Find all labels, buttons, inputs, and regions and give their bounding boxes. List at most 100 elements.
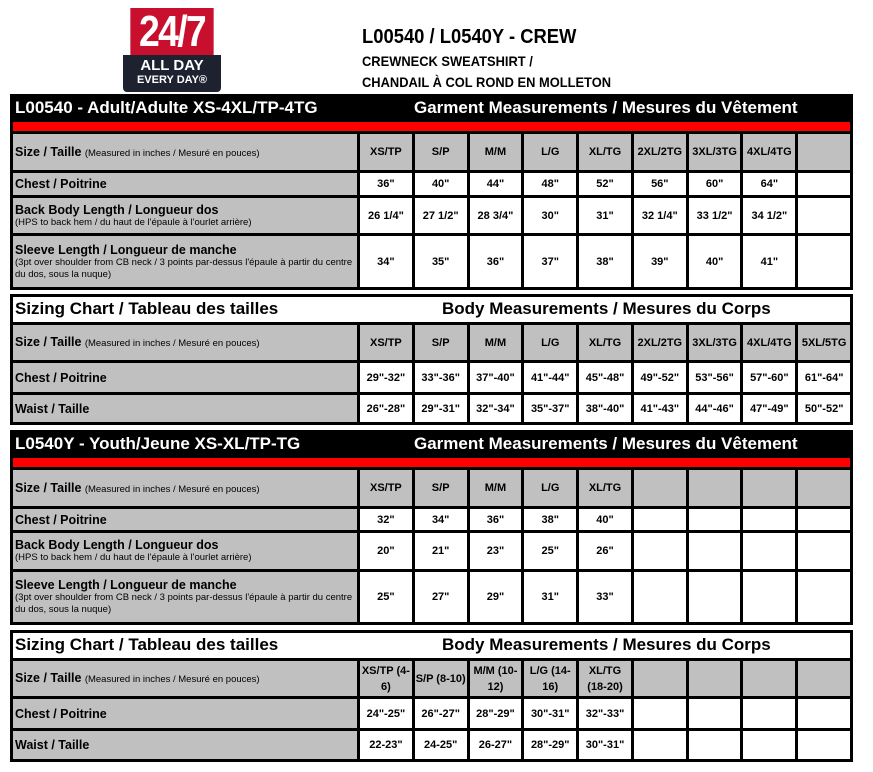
measurement-cell bbox=[743, 699, 796, 728]
row-label: Size / Taille (Measured in inches / Mesu… bbox=[13, 325, 357, 360]
measurement-cell: 35"-37" bbox=[524, 395, 577, 422]
measurement-cell: 38"-40" bbox=[579, 395, 631, 422]
label-title: Chest / Poitrine bbox=[15, 177, 107, 191]
table-title-left: L00540 - Adult/Adulte XS-4XL/TP-4TG bbox=[15, 98, 318, 117]
label-title: Sleeve Length / Longueur de manche bbox=[15, 242, 237, 257]
table-body: Size / Taille (Measured in inches / Mesu… bbox=[10, 322, 853, 425]
measurement-cell: 20" bbox=[360, 533, 412, 569]
measurement-cell bbox=[743, 731, 796, 759]
measurement-cell: 31" bbox=[579, 198, 631, 233]
measurement-cell: 25" bbox=[524, 533, 577, 569]
measurement-cell: 32"-33" bbox=[579, 699, 631, 728]
table-title-right: Body Measurements / Mesures du Corps bbox=[442, 635, 771, 654]
size-column-header bbox=[633, 470, 686, 506]
size-column-header: XL/TG bbox=[579, 470, 631, 506]
measurement-cell bbox=[798, 173, 851, 195]
label-line: Size / Taille (Measured in inches / Mesu… bbox=[15, 145, 357, 160]
measurement-cell: 40" bbox=[579, 509, 631, 530]
table-body: Size / Taille (Measured in inches / Mesu… bbox=[10, 658, 853, 762]
measurement-cell: 33"-36" bbox=[414, 363, 467, 392]
red-stripe bbox=[10, 458, 853, 467]
measurement-cell: 40" bbox=[688, 236, 741, 287]
measurement-cell: 52" bbox=[579, 173, 631, 195]
size-column-header: 3XL/3TG bbox=[688, 134, 741, 170]
size-column-header bbox=[798, 470, 851, 506]
measurement-cell: 26"-27" bbox=[414, 699, 467, 728]
table-title-right: Garment Measurements / Mesures du Vêteme… bbox=[414, 434, 798, 453]
measurement-cell: 37" bbox=[524, 236, 577, 287]
measurement-cell: 32 1/4" bbox=[633, 198, 686, 233]
label-title: Size / Taille bbox=[15, 335, 82, 349]
measurement-cell bbox=[688, 731, 741, 759]
measurement-cell: 41"-43" bbox=[633, 395, 686, 422]
label-title: Size / Taille bbox=[15, 671, 82, 685]
label-title: Sleeve Length / Longueur de manche bbox=[15, 578, 237, 592]
measurement-cell: 29"-31" bbox=[414, 395, 467, 422]
size-column-header: 4XL/4TG bbox=[743, 134, 796, 170]
table-row: Back Body Length / Longueur dos (HPS to b… bbox=[13, 533, 851, 569]
label-title: Chest / Poitrine bbox=[15, 370, 107, 385]
size-header-row: Size / Taille (Measured in inches / Mesu… bbox=[13, 134, 851, 170]
label-note: (3pt over shoulder from CB neck / 3 poin… bbox=[15, 256, 353, 280]
measurement-cell bbox=[798, 533, 851, 569]
size-header-row: Size / Taille (Measured in inches / Mesu… bbox=[13, 325, 851, 360]
table-row: Back Body Length / Longueur dos (HPS to b… bbox=[13, 198, 851, 233]
measurement-cell: 37"-40" bbox=[469, 363, 522, 392]
measurement-cell: 34" bbox=[360, 236, 412, 287]
measurement-cell bbox=[633, 509, 686, 530]
measurement-cell: 23" bbox=[469, 533, 522, 569]
row-label: Back Body Length / Longueur dos (HPS to b… bbox=[13, 198, 357, 233]
row-label: Back Body Length / Longueur dos (HPS to b… bbox=[13, 533, 357, 569]
measurement-cell: 44"-46" bbox=[688, 395, 741, 422]
measurement-cell: 30"-31" bbox=[579, 731, 631, 759]
measurement-cell: 34 1/2" bbox=[743, 198, 796, 233]
measurement-cell: 24"-25" bbox=[360, 699, 412, 728]
row-label: Chest / Poitrine bbox=[13, 363, 357, 392]
row-label: Size / Taille (Measured in inches / Mesu… bbox=[13, 134, 357, 170]
size-column-header: L/G bbox=[524, 134, 577, 170]
measurement-cell: 41" bbox=[743, 236, 796, 287]
page-title: L00540 / L0540Y - CREW bbox=[362, 26, 577, 48]
measurement-cell: 28"-29" bbox=[469, 699, 522, 728]
measurement-cell: 53"-56" bbox=[688, 363, 741, 392]
label-title: Waist / Taille bbox=[15, 738, 90, 752]
measurement-cell: 30" bbox=[524, 198, 577, 233]
size-column-header: M/M (10-12) bbox=[469, 661, 522, 696]
measurement-cell: 49"-52" bbox=[633, 363, 686, 392]
label-title: Size / Taille bbox=[15, 480, 82, 495]
size-column-header bbox=[743, 661, 796, 696]
label-note: (3pt over shoulder from CB neck / 3 poin… bbox=[15, 592, 353, 615]
measurement-cell: 35" bbox=[414, 236, 467, 287]
measurement-cell: 32"-34" bbox=[469, 395, 522, 422]
row-label: Waist / Taille bbox=[13, 395, 357, 422]
size-column-header: 3XL/3TG bbox=[688, 325, 741, 360]
size-column-header: XS/TP bbox=[360, 470, 412, 506]
table-row: Waist / Taille 26"-28" 29"-31" 32"-34" 35"-3… bbox=[13, 395, 851, 422]
table-body: Size / Taille (Measured in inches / Mesu… bbox=[10, 131, 853, 290]
red-stripe bbox=[10, 122, 853, 131]
measurement-cell: 34" bbox=[414, 509, 467, 530]
measurement-cell: 27 1/2" bbox=[414, 198, 467, 233]
subtitle-en: CREWNECK SWEATSHIRT / bbox=[362, 53, 533, 69]
label-line: Size / Taille (Measured in inches / Mesu… bbox=[15, 481, 357, 496]
measurement-cell: 44" bbox=[469, 173, 522, 195]
label-title: Waist / Taille bbox=[15, 401, 90, 416]
table-row: Waist / Taille 22-23" 24-25" 26-27" 28"-29" 3… bbox=[13, 731, 851, 759]
table-row: Chest / Poitrine 36" 40" 44" 48" 52" 56" 60" 64" bbox=[13, 173, 851, 195]
size-column-header: L/G bbox=[524, 470, 577, 506]
size-column-header: S/P (8-10) bbox=[414, 661, 467, 696]
table-title-bar: Sizing Chart / Tableau des tailles Body M… bbox=[10, 630, 853, 658]
measurement-cell bbox=[688, 533, 741, 569]
measurement-cell: 38" bbox=[579, 236, 631, 287]
measurement-cell: 26-27" bbox=[469, 731, 522, 759]
size-column-header: XS/TP (4-6) bbox=[360, 661, 412, 696]
size-column-header bbox=[633, 661, 686, 696]
table-body: Size / Taille (Measured in inches / Mesu… bbox=[10, 467, 853, 625]
measurement-cell: 21" bbox=[414, 533, 467, 569]
table-title-left: Sizing Chart / Tableau des tailles bbox=[15, 635, 279, 654]
measurement-cell: 26 1/4" bbox=[360, 198, 412, 233]
label-title: Back Body Length / Longueur dos bbox=[15, 202, 219, 217]
measurement-cell bbox=[633, 572, 686, 622]
measurement-cell: 36" bbox=[469, 236, 522, 287]
size-column-header: L/G (14-16) bbox=[524, 661, 577, 696]
